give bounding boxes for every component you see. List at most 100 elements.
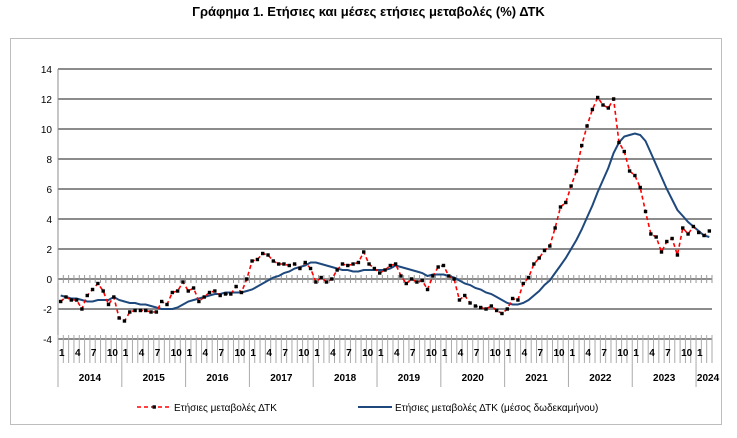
year-label: 2021	[525, 373, 548, 384]
month-label: 4	[522, 348, 528, 359]
year-label: 2017	[270, 373, 293, 384]
data-point	[431, 274, 435, 278]
month-label: 1	[250, 348, 256, 359]
data-point	[356, 260, 361, 265]
data-point	[346, 263, 350, 268]
data-point	[303, 260, 307, 265]
data-point	[186, 289, 190, 293]
data-point	[510, 296, 515, 301]
data-point	[351, 262, 355, 266]
data-point	[112, 295, 116, 299]
year-label: 2023	[653, 373, 676, 384]
month-label: 4	[585, 348, 591, 359]
year-label: 2024	[697, 373, 720, 384]
data-point	[372, 266, 377, 271]
data-point	[473, 304, 478, 308]
data-point	[117, 316, 121, 320]
data-point	[558, 205, 563, 209]
data-point	[548, 244, 552, 248]
data-point	[377, 271, 382, 275]
data-point	[207, 290, 212, 295]
data-point	[702, 233, 706, 238]
data-point	[484, 307, 488, 311]
data-point	[521, 281, 525, 286]
data-point	[229, 292, 233, 296]
data-point	[553, 226, 557, 230]
month-label: 7	[474, 348, 480, 359]
data-point	[292, 262, 297, 266]
data-point	[494, 308, 499, 313]
data-point	[463, 293, 467, 298]
data-point	[601, 103, 605, 107]
month-label: 4	[649, 348, 655, 359]
data-point	[239, 290, 244, 295]
data-point	[234, 284, 238, 289]
month-label: 1	[187, 348, 193, 359]
data-point	[69, 298, 73, 302]
data-point	[324, 280, 329, 284]
data-point	[159, 299, 164, 304]
year-label: 2020	[462, 373, 485, 384]
data-point	[319, 275, 323, 280]
data-point	[314, 280, 318, 284]
data-point	[489, 304, 494, 308]
month-label: 7	[346, 348, 352, 359]
data-point	[574, 169, 579, 173]
data-point	[330, 277, 334, 281]
data-point	[154, 310, 159, 314]
month-label: 4	[458, 348, 464, 359]
data-point	[58, 299, 63, 304]
month-label: 1	[569, 348, 575, 359]
data-point	[447, 274, 451, 278]
month-label: 1	[59, 348, 65, 359]
data-point	[133, 308, 137, 313]
data-point	[74, 298, 79, 302]
month-label: 1	[442, 348, 448, 359]
month-label: 1	[314, 348, 320, 359]
y-tick-label: -2	[43, 305, 52, 316]
year-label: 2014	[79, 373, 102, 384]
data-point	[85, 293, 89, 298]
data-point	[128, 310, 132, 314]
month-label: 7	[282, 348, 288, 359]
data-point	[606, 106, 611, 110]
data-point	[622, 149, 626, 154]
data-point	[170, 290, 175, 295]
data-point	[276, 262, 281, 266]
data-point	[399, 274, 403, 278]
data-point	[388, 263, 393, 268]
data-point	[537, 256, 541, 260]
data-point	[441, 263, 446, 268]
data-point	[362, 250, 366, 254]
month-label: 10	[426, 348, 438, 359]
data-point	[223, 292, 228, 296]
data-point	[532, 262, 536, 266]
y-tick-label: 14	[41, 65, 53, 76]
data-point	[175, 289, 180, 293]
month-label: 1	[378, 348, 384, 359]
year-label: 2019	[398, 373, 421, 384]
month-label: 10	[298, 348, 310, 359]
y-tick-label: 2	[46, 245, 52, 256]
data-point	[643, 209, 648, 214]
data-point	[340, 262, 345, 266]
y-tick-label: 10	[41, 125, 53, 136]
month-label: 4	[266, 348, 272, 359]
data-point	[670, 236, 674, 241]
data-point	[261, 251, 265, 256]
data-point	[425, 287, 430, 292]
month-label: 10	[681, 348, 693, 359]
data-point	[691, 224, 696, 229]
month-label: 7	[91, 348, 97, 359]
data-point	[245, 277, 249, 281]
data-point	[90, 287, 95, 292]
data-point	[181, 280, 185, 284]
month-label: 7	[410, 348, 416, 359]
month-label: 4	[394, 348, 400, 359]
year-label: 2018	[334, 373, 357, 384]
y-tick-label: -4	[43, 335, 52, 346]
chart-title: Γράφημα 1. Ετήσιες και μέσες ετήσιες μετ…	[192, 4, 545, 19]
data-point	[106, 302, 111, 307]
data-point	[505, 307, 509, 311]
